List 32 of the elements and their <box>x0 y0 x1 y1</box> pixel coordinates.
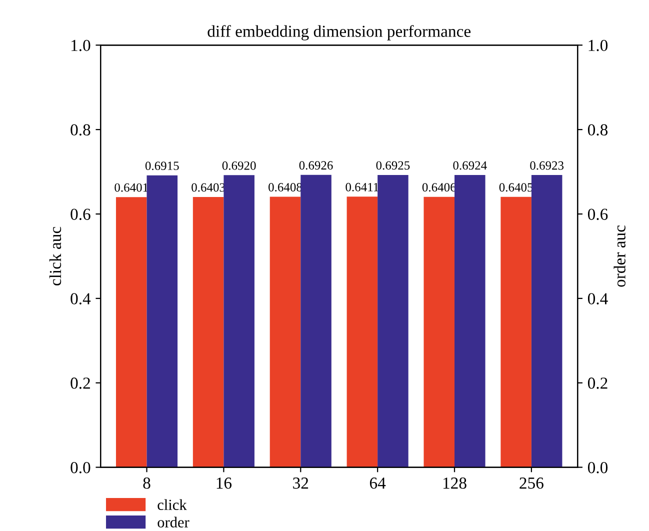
data-label: 0.6403 <box>192 183 226 192</box>
data-label: 0.6923 <box>530 161 564 170</box>
data-label: 0.6915 <box>145 162 179 170</box>
y-tick-label: 0.6 <box>70 208 90 220</box>
x-tick-label: 32 <box>293 478 308 489</box>
y2-tick-label: 0.0 <box>588 462 608 474</box>
y2-tick-label: 0.2 <box>588 378 608 389</box>
legend-label: click <box>158 499 187 510</box>
y-tick-label: 0.2 <box>70 378 90 389</box>
x-tick-label: 8 <box>143 477 150 489</box>
y-tick-label: 0.8 <box>70 124 90 136</box>
data-label: 0.6920 <box>222 161 256 170</box>
y-tick-label: 0.4 <box>70 293 91 304</box>
y2-tick-label: 1.0 <box>588 40 608 52</box>
y2-tick-label: 0.4 <box>588 293 608 304</box>
chart-title: diff embedding dimension performance <box>208 25 471 40</box>
data-label: 0.6926 <box>299 161 333 170</box>
data-label: 0.6925 <box>376 161 410 170</box>
y-tick-label: 1.0 <box>72 40 90 52</box>
y2-tick-label: 0.8 <box>588 124 608 136</box>
legend-label: order <box>158 516 190 528</box>
data-label: 0.6401 <box>114 183 148 192</box>
x-tick-label: 64 <box>370 478 386 489</box>
x-tick-label: 16 <box>216 478 232 489</box>
y2-tick-label: 0.6 <box>588 208 608 220</box>
y-axis-title: click auc <box>49 226 62 286</box>
data-label: 0.6405 <box>499 183 533 192</box>
data-label: 0.6924 <box>453 161 487 170</box>
y-tick-label: 0.0 <box>70 462 90 474</box>
x-tick-label: 128 <box>443 477 466 489</box>
x-tick-label: 256 <box>520 478 544 489</box>
y2-axis-title: order auc <box>614 225 626 287</box>
